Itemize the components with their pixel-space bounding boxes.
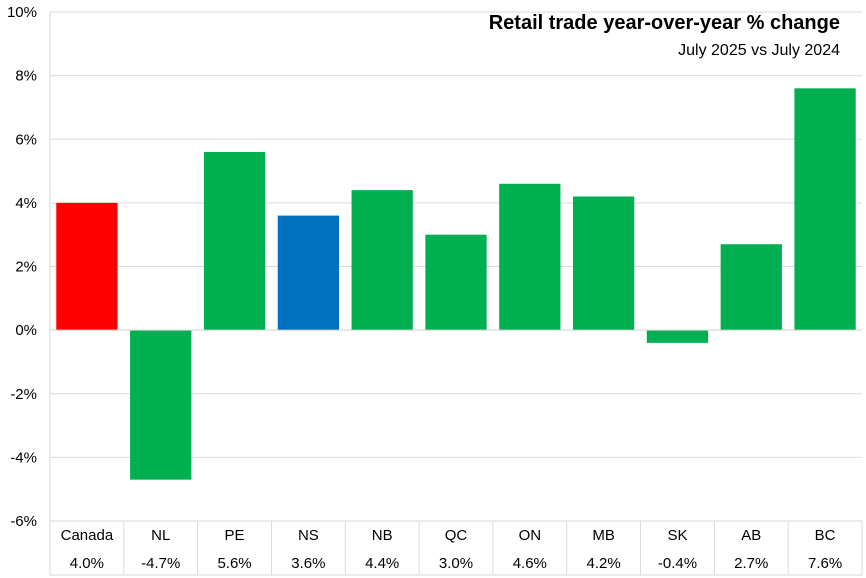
data-label: 2.7% [734,555,768,572]
data-label: -4.7% [141,555,180,572]
data-label: 4.0% [70,555,104,572]
bar-nb [351,190,413,331]
y-tick-label: 4% [15,195,37,212]
data-label: 3.0% [439,555,473,572]
bar-ab [720,244,782,331]
x-category-label: NS [298,527,319,544]
y-tick-label: 0% [15,322,37,339]
x-category-label: NB [372,527,393,544]
data-label: -0.4% [658,555,697,572]
bar-bc [794,88,856,331]
chart-subtitle: July 2025 vs July 2024 [678,42,840,59]
y-tick-label: 8% [15,68,37,85]
bar-on [499,183,561,331]
bar-mb [573,196,635,331]
data-label: 7.6% [808,555,842,572]
data-label: 4.4% [365,555,399,572]
bar-canada [56,202,118,331]
x-category-label: BC [815,527,836,544]
x-category-label: NL [151,527,170,544]
bar-sk [646,330,709,343]
y-tick-label: 2% [15,259,37,276]
y-tick-label: 6% [15,131,37,148]
chart-title: Retail trade year-over-year % change [488,12,840,34]
y-tick-label: -6% [10,513,37,530]
data-label: 3.6% [291,555,325,572]
bar-pe [203,151,266,331]
x-category-label: QC [445,527,468,544]
y-tick-label: 10% [7,4,37,21]
bar-qc [425,234,487,331]
y-tick-label: -2% [10,386,37,403]
bar-ns [277,215,339,331]
x-category-label: MB [592,527,615,544]
data-label: 4.6% [513,555,547,572]
y-tick-label: -4% [10,449,37,466]
x-category-label: AB [741,527,761,544]
x-category-label: SK [667,527,687,544]
x-category-label: Canada [61,527,114,544]
bar-nl [130,330,192,480]
data-label: 5.6% [217,555,251,572]
x-category-label: PE [225,527,245,544]
x-category-label: ON [519,527,542,544]
data-label: 4.2% [587,555,621,572]
